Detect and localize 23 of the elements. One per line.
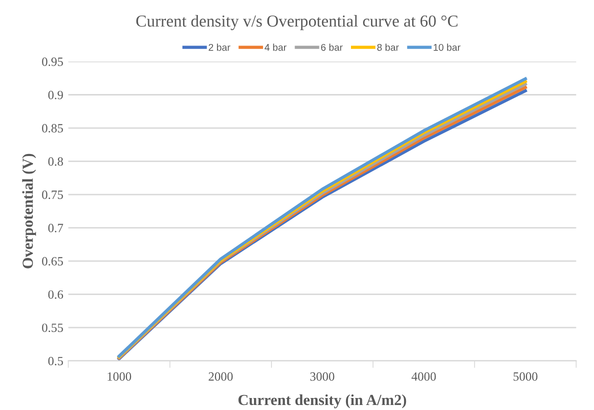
y-tick-label: 0.5 (48, 356, 63, 366)
legend-label: 8 bar (377, 44, 399, 51)
y-tick-label: 0.65 (42, 257, 63, 266)
chart-title: Current density v/s Overpotential curve at 60 °C (136, 14, 458, 30)
x-tick-label: 4000 (412, 372, 436, 381)
y-tick-label: 0.7 (48, 224, 64, 232)
x-tick-label: 3000 (310, 372, 334, 381)
y-tick-label: 0.95 (42, 58, 63, 66)
x-tick-label: 1000 (108, 372, 132, 381)
x-tick-label: 5000 (514, 372, 538, 381)
legend-label: 6 bar (321, 44, 343, 51)
legend-label: 4 bar (264, 44, 286, 51)
y-axis-title: Overpotential (V) (22, 154, 36, 268)
legend-label: 2 bar (208, 44, 230, 51)
y-tick-label: 0.8 (48, 157, 63, 166)
y-tick-label: 0.55 (42, 324, 63, 332)
y-tick-label: 0.6 (48, 290, 64, 299)
x-tick-label: 2000 (208, 372, 233, 381)
x-axis-title: Current density (in A/m2) (238, 394, 406, 408)
legend-label: 10 bar (434, 44, 460, 51)
y-tick-label: 0.75 (42, 190, 63, 200)
y-tick-label: 0.85 (42, 124, 63, 133)
y-tick-label: 0.9 (48, 90, 63, 100)
